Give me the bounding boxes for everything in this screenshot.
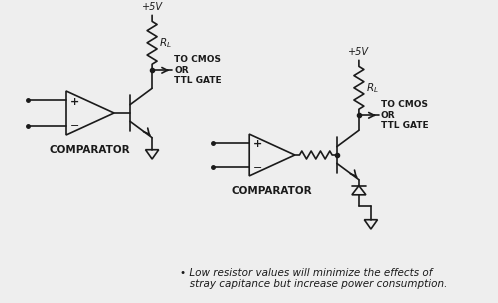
- Text: TO CMOS: TO CMOS: [174, 55, 221, 64]
- Text: $R_L$: $R_L$: [366, 81, 378, 95]
- Text: TO CMOS: TO CMOS: [381, 100, 428, 109]
- Text: $-$: $-$: [252, 161, 262, 171]
- Text: +5V: +5V: [141, 2, 163, 12]
- Text: OR: OR: [381, 111, 395, 120]
- Text: +: +: [69, 97, 79, 107]
- Text: stray capitance but increase power consumption.: stray capitance but increase power consu…: [180, 279, 447, 289]
- Text: TTL GATE: TTL GATE: [174, 76, 222, 85]
- Text: $-$: $-$: [69, 119, 79, 129]
- Text: +: +: [252, 139, 262, 149]
- Text: $R_L$: $R_L$: [159, 36, 172, 50]
- Text: COMPARATOR: COMPARATOR: [232, 186, 312, 196]
- Text: COMPARATOR: COMPARATOR: [50, 145, 130, 155]
- Text: • Low resistor values will minimize the effects of: • Low resistor values will minimize the …: [180, 268, 432, 278]
- Text: +5V: +5V: [349, 47, 370, 57]
- Text: OR: OR: [174, 66, 189, 75]
- Text: TTL GATE: TTL GATE: [381, 121, 428, 130]
